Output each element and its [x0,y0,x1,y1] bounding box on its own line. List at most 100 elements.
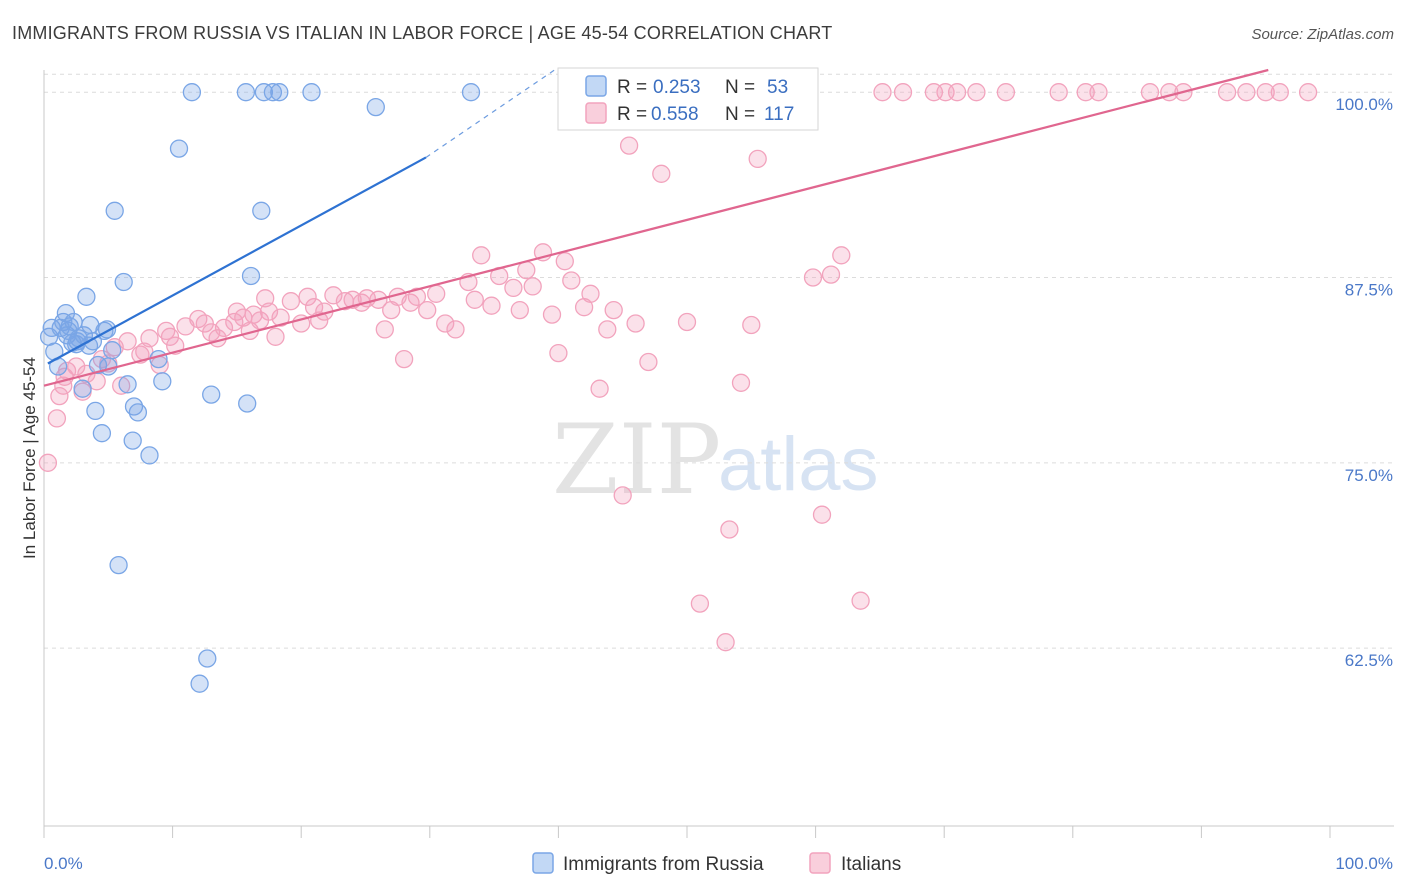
legend-n-value-italians: 117 [764,104,794,125]
italians-point [716,633,735,652]
italians-point [225,312,244,332]
italians-point [832,246,851,265]
italians-point [626,314,645,333]
legend-n-value-russia: 53 [767,77,788,98]
italians-point [581,284,600,303]
russia-point [105,201,124,220]
italians-point [613,486,632,505]
italians-point [418,300,437,320]
italians-point [50,386,69,406]
italians-point [748,149,767,169]
italians-point [446,320,465,339]
x-tick-label-max: 100.0% [1335,854,1393,873]
russia-point [202,385,221,404]
italians-point [619,136,639,155]
russia-point [241,266,261,286]
italians-point [677,312,697,332]
italians-point [504,278,523,298]
russia-point [103,341,122,360]
italians-point [324,286,343,305]
trend-lines [43,68,1269,387]
italians-point [47,409,67,428]
italians-point [731,373,751,392]
legend-swatch-italians [585,102,607,124]
italians-point [523,277,542,296]
italians-point [510,300,529,320]
russia-point [128,403,148,422]
chart-title: IMMIGRANTS FROM RUSSIA VS ITALIAN IN LAB… [12,23,832,43]
watermark-atlas: atlas [718,422,879,507]
italians-point [1089,83,1108,102]
italians-point [266,327,285,346]
data-points [38,83,1318,693]
russia-trend-line [47,156,427,365]
italians-point [482,296,501,315]
russia-point [118,375,137,394]
y-tick-label: 62.5% [1345,651,1393,670]
italians-point [590,379,609,398]
russia-point [252,201,271,220]
italians-point [118,332,137,351]
legend-bottom-swatch-russia [532,852,554,874]
italians-point [281,292,301,311]
italians-point [947,83,967,102]
legend-bottom-label-italians: Italians [841,854,901,875]
italians-point [851,591,870,610]
russia-point [149,349,168,369]
italians-point [549,343,568,363]
source-label: Source: ZipAtlas.com [1251,26,1394,43]
legend-r-label-italians: R = [617,104,647,125]
legend-series: Immigrants from Russia Italians [532,852,901,875]
italians-point [562,271,581,290]
axes: 62.5% 75.0% 87.5% 100.0% 0.0% 100.0% [43,70,1394,873]
russia-point [366,97,385,117]
legend-r-value-italians: 0.558 [651,104,699,125]
italians-point [298,287,317,306]
russia-point [302,83,321,102]
legend-bottom-label-russia: Immigrants from Russia [563,854,764,875]
italians-point [271,308,290,327]
italians-point [742,315,761,335]
italians-point [598,320,617,339]
italians-point [427,284,446,303]
italians-point [1237,83,1256,102]
legend-stats: R = 0.253 N = 53 R = 0.558 N = 117 [557,67,819,131]
italians-point [436,314,455,333]
italians-trend-line [43,68,1269,387]
grid [44,73,1394,649]
italians-point [652,164,671,183]
italians-point [38,453,58,472]
russia-point [270,83,289,102]
italians-point [542,305,562,324]
russia-point [109,555,128,575]
russia-point [198,649,217,668]
legend-r-label-russia: R = [617,77,647,98]
italians-point [394,349,414,369]
italians-point [375,320,394,339]
italians-point [690,594,710,613]
russia-point [461,83,481,102]
russia-point [140,446,159,465]
italians-point [720,520,739,539]
russia-point [77,287,96,306]
italians-point [1049,83,1068,102]
italians-point [803,268,823,287]
italians-point [214,318,234,338]
russia-point [153,372,172,391]
russia-point [114,272,133,292]
russia-trend-extension [425,69,555,158]
italians-point [996,83,1016,102]
russia-point [182,83,202,102]
y-tick-label: 100.0% [1335,95,1393,114]
italians-point [1270,83,1289,102]
legend-n-label-russia: N = [725,77,755,98]
legend-n-label-italians: N = [725,104,755,125]
watermark-zip: ZIP [552,404,721,516]
italians-point [967,83,986,102]
italians-point [821,265,841,284]
russia-point [238,394,257,413]
italians-point [259,302,279,321]
russia-point [190,674,209,693]
legend-bottom-swatch-italians [809,852,831,874]
